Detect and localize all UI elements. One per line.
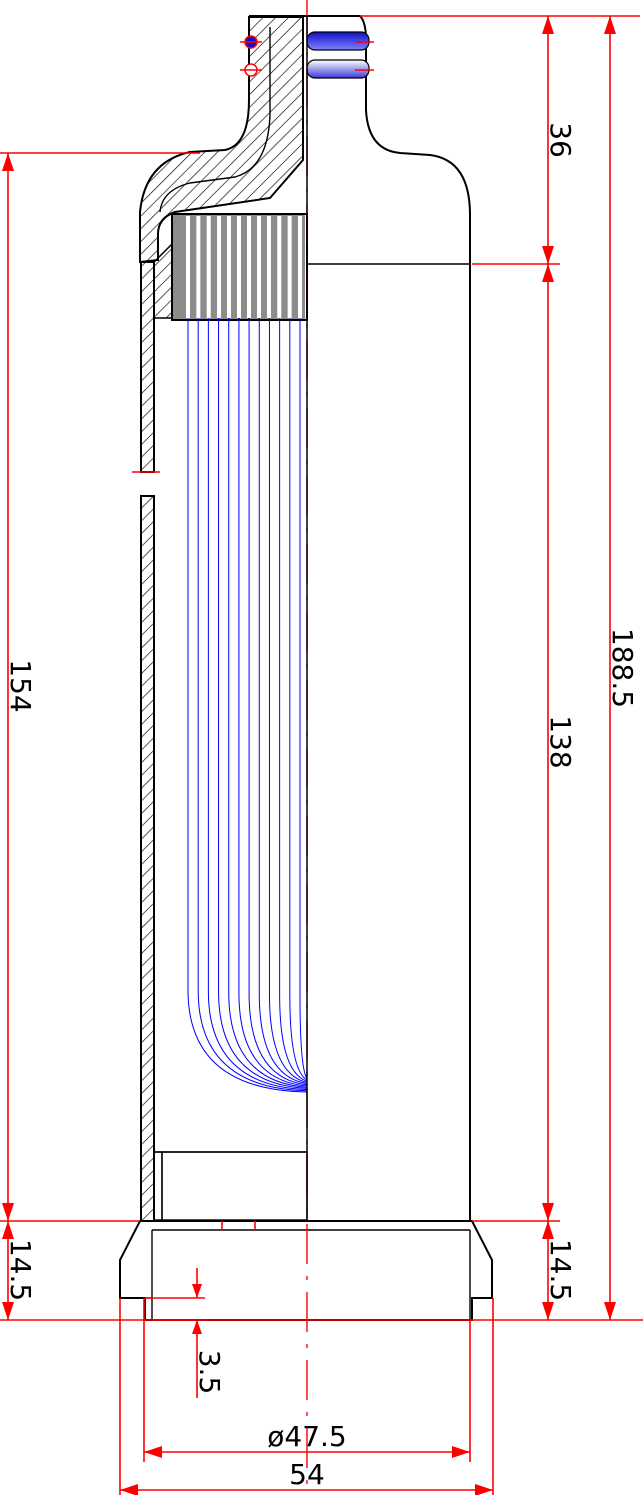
dim-width-arrow-left — [120, 1484, 138, 1495]
fiber-strand — [258, 318, 308, 1085]
dim-diameter-text: ø47.5 — [267, 1420, 346, 1453]
fiber-strand — [187, 318, 308, 1093]
fiber-strand — [228, 318, 308, 1088]
dim-neck-arrow-top — [542, 16, 554, 34]
dim-base-right-arrow-top — [542, 1221, 554, 1239]
fiber-bundle — [187, 318, 308, 1093]
dim-step-arrow-bottom — [192, 1320, 202, 1334]
dim-body-text: 154 — [4, 659, 37, 712]
dim-inner-arrow-top — [542, 264, 554, 282]
dim-body-arrow-top — [2, 153, 14, 171]
fiber-strand — [268, 318, 308, 1083]
side-wall-upper — [140, 261, 155, 473]
fiber-strand — [197, 318, 308, 1092]
bottom-plug-inner — [161, 1151, 308, 1221]
dim-base-left-arrow-bottom — [2, 1302, 14, 1320]
fiber-strand — [248, 318, 308, 1086]
dim-width-text: 54 — [289, 1458, 325, 1491]
side-wall-lower — [140, 495, 155, 1222]
dim-body-arrow-bottom — [2, 1203, 14, 1221]
fiber-strand — [299, 318, 308, 1080]
potting-block — [171, 213, 308, 321]
o-ring-lower — [306, 59, 370, 79]
dim-base-right-arrow-bottom — [542, 1302, 554, 1320]
dim-inner-arrow-bottom — [542, 1203, 554, 1221]
dim-total-arrow-top — [604, 16, 616, 34]
shoulder-wall-section — [139, 16, 304, 264]
dim-base-left-text: 14.5 — [4, 1239, 37, 1301]
dim-base-left-arrow-top — [2, 1221, 14, 1239]
dim-total-text: 188.5 — [606, 628, 639, 708]
outer-housing-outline — [307, 15, 471, 1221]
fiber-strand — [289, 318, 308, 1081]
shoulder-inner-line — [159, 27, 271, 213]
dim-neck-text: 36 — [544, 122, 577, 158]
o-ring-upper — [306, 31, 370, 51]
dim-neck-arrow-bottom — [542, 246, 554, 264]
fiber-strand — [218, 318, 308, 1089]
fiber-strand — [238, 318, 308, 1087]
bottom-plug-outer — [153, 1151, 163, 1221]
dim-step-text: 3.5 — [193, 1350, 226, 1395]
dim-total-arrow-bottom — [604, 1302, 616, 1320]
dim-diameter-arrow-left — [144, 1446, 162, 1458]
dim-inner-text: 138 — [544, 715, 577, 768]
fiber-strand — [207, 318, 308, 1091]
dim-base-right-text: 14.5 — [544, 1239, 577, 1301]
dim-step-arrow-top — [192, 1284, 202, 1298]
dim-diameter-arrow-right — [452, 1446, 470, 1458]
fiber-strand — [279, 318, 308, 1082]
base-cap-outline — [119, 1220, 493, 1321]
dim-width-arrow-right — [475, 1484, 493, 1495]
